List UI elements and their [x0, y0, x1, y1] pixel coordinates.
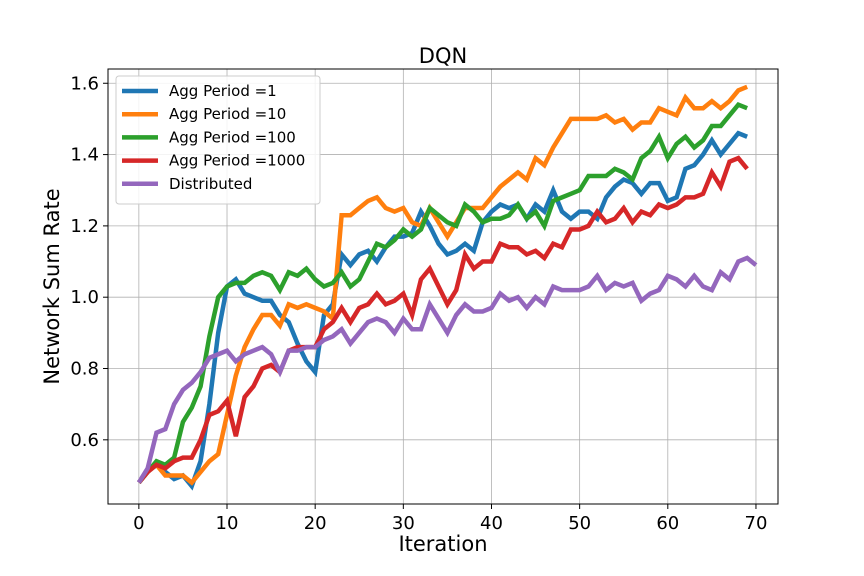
plot-area-frame: [107, 68, 779, 505]
series-line-1: [137, 84, 748, 486]
x-tick-label: 0: [133, 513, 144, 534]
y-tick-label: 1.6: [70, 73, 99, 94]
y-tick-label: 1.0: [70, 287, 99, 308]
legend-label: Agg Period =10: [169, 105, 286, 123]
legend-label: Agg Period =100: [169, 128, 296, 146]
x-tick-label: 60: [656, 513, 679, 534]
y-tick-label: 1.2: [70, 216, 99, 237]
legend-box: [115, 75, 321, 205]
x-tick-label: 20: [304, 513, 327, 534]
legend-label: Agg Period =1: [169, 82, 277, 100]
y-axis-label: Network Sum Rate: [40, 188, 64, 384]
legend: Agg Period =1 Agg Period =10 Agg Period =1…: [115, 75, 321, 205]
x-axis-label: Iteration: [398, 532, 487, 556]
legend-label: Agg Period =1000: [169, 152, 305, 170]
x-tick-label: 50: [568, 513, 591, 534]
y-tick-label: 0.8: [70, 359, 99, 380]
x-tick-label: 10: [216, 513, 239, 534]
x-tick-label: 40: [480, 513, 503, 534]
series-layer: [136, 84, 758, 491]
series-line-3: [137, 155, 749, 485]
legend-label: Distributed: [169, 175, 252, 193]
y-tick-label: 0.6: [70, 430, 99, 451]
y-tick-label: 1.4: [70, 145, 99, 166]
series-line-0: [137, 130, 748, 491]
chart-title: DQN: [419, 44, 467, 68]
axis-ticks: 0 10 20 30 40 50 60 70 0.6 0.8 1.0 1.2 1.4 1.6: [70, 73, 767, 534]
series-line-2: [137, 101, 748, 485]
x-tick-label: 30: [392, 513, 415, 534]
x-tick-label: 70: [745, 513, 768, 534]
